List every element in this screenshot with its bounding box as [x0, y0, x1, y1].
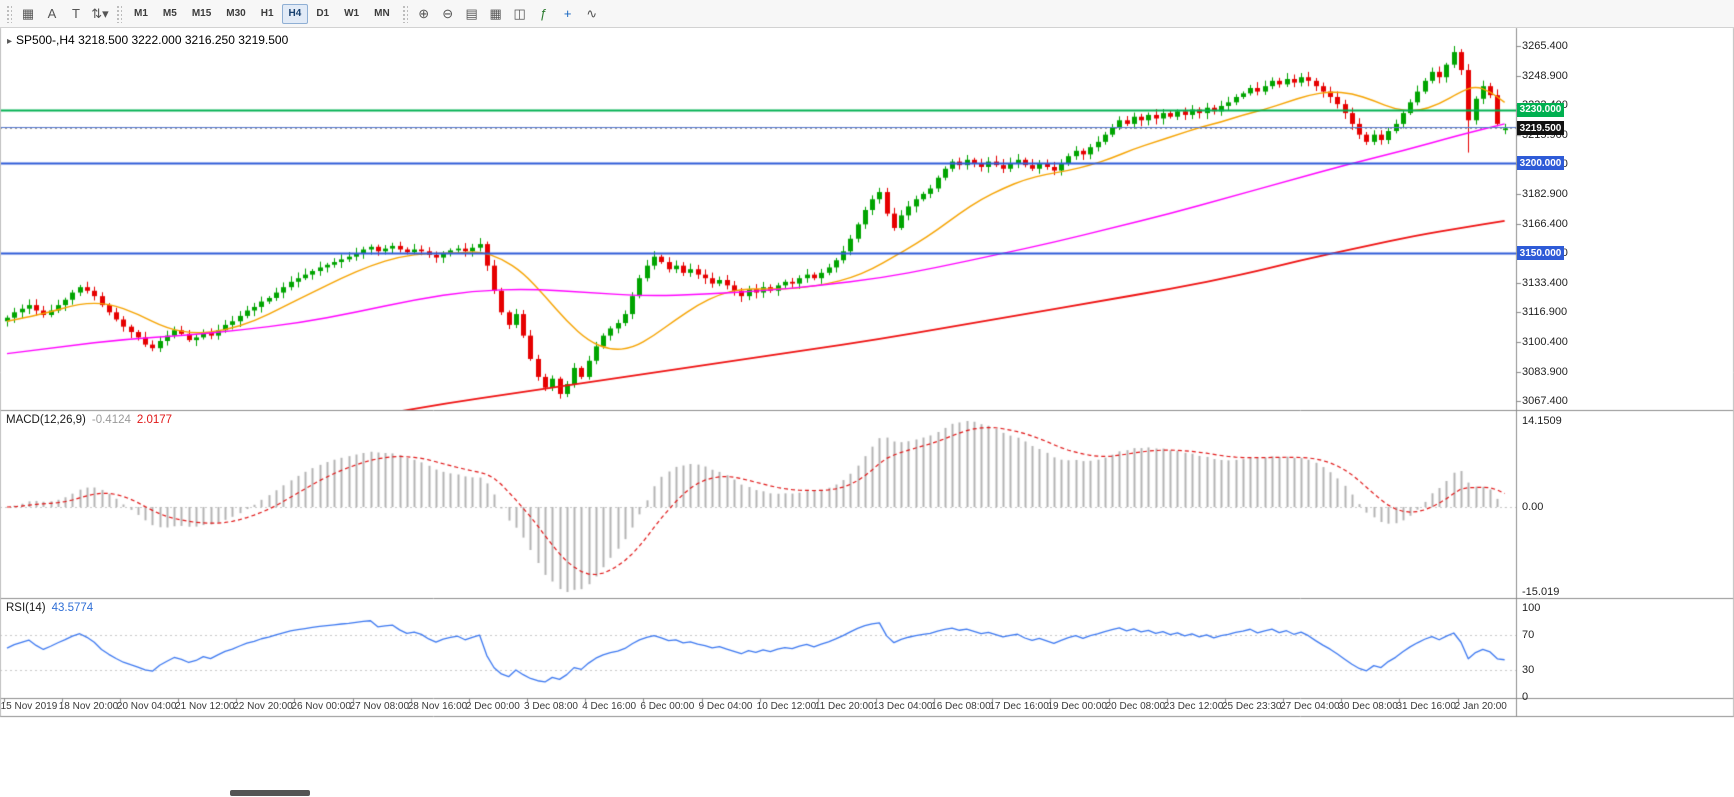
timeframe-mn[interactable]: MN — [374, 8, 390, 19]
toolbar-grip[interactable] — [6, 4, 12, 23]
zoom-out-icon[interactable]: ⊖ — [442, 5, 454, 21]
timeframe-m5[interactable]: M5 — [162, 8, 177, 19]
zoom-in-icon[interactable]: ⊕ — [418, 5, 430, 21]
line-studies-icon[interactable]: ∿ — [586, 5, 598, 21]
timeframe-w1[interactable]: W1 — [344, 8, 360, 19]
toolbar: ▦ A T ⇅▾ M1 M5 M15 M30 H1 H4 D1 W1 MN ⊕ ⊖ ▤ ▦ ◫ ƒ + ∿ — [0, 0, 1734, 28]
horizontal-scrollbar-thumb[interactable] — [230, 790, 310, 796]
toolbar-left-icons: ▦ A T ⇅▾ — [17, 3, 111, 25]
timeframe-m30[interactable]: M30 — [226, 8, 246, 19]
charts-grid-icon[interactable]: ▦ — [21, 5, 35, 21]
cascade-windows-icon[interactable]: ▦ — [489, 5, 502, 21]
tile-windows-icon[interactable]: ▤ — [465, 5, 478, 21]
arrows-dropdown-icon[interactable]: ⇅▾ — [91, 5, 109, 21]
cursor-tool-icon[interactable]: A — [47, 6, 57, 21]
toolbar-grip[interactable] — [401, 4, 408, 23]
new-chart-icon[interactable]: ◫ — [513, 5, 526, 21]
timeframe-m1[interactable]: M1 — [134, 8, 148, 19]
timeframe-h4[interactable]: H4 — [281, 3, 309, 24]
timeframe-m15[interactable]: M15 — [191, 8, 212, 19]
toolbar-right-icons: ⊕ ⊖ ▤ ▦ ◫ ƒ + ∿ — [413, 3, 603, 25]
timeframe-h1[interactable]: H1 — [260, 8, 274, 19]
toolbar-grip[interactable] — [116, 4, 122, 23]
crosshair-icon[interactable]: + — [563, 6, 572, 21]
indicators-icon[interactable]: ƒ — [540, 6, 548, 21]
timeframe-d1[interactable]: D1 — [316, 8, 330, 19]
timeframe-group: M1 M5 M15 M30 H1 H4 D1 W1 MN — [127, 3, 397, 24]
text-tool-icon[interactable]: T — [72, 6, 80, 21]
